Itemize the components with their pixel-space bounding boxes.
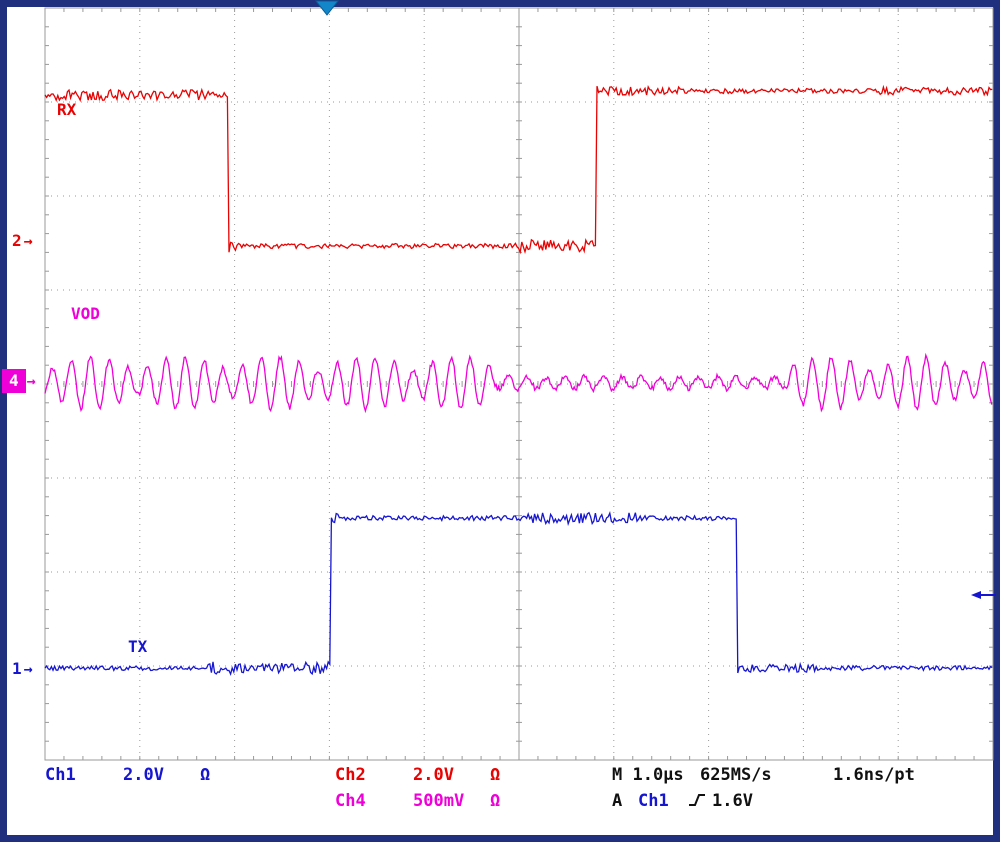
trace-vod xyxy=(44,352,993,414)
trigger-position-marker xyxy=(314,0,340,16)
ch2-readout-label: Ch2 xyxy=(335,765,366,785)
trigger-slope-rising-icon xyxy=(688,792,706,812)
ch2-marker-digit: 2 xyxy=(12,231,22,250)
ch4-coupling-icon: Ω xyxy=(490,791,501,811)
timebase-value: M 1.0µs xyxy=(612,765,684,785)
trace-label-rx: RX xyxy=(57,100,77,119)
ch1-coupling-icon: Ω xyxy=(200,765,211,785)
sample-rate-value: 625MS/s xyxy=(700,765,772,785)
ch1-marker-digit: 1 xyxy=(12,659,22,678)
ch1-scale-value: 2.0V xyxy=(123,765,164,785)
trace-rx xyxy=(44,84,993,255)
trace-tx xyxy=(44,511,993,677)
display-background xyxy=(7,7,993,835)
ch2-coupling-icon: Ω xyxy=(490,765,501,785)
ch2-position-marker: 2 → xyxy=(11,232,33,250)
ch4-scale-value: 500mV xyxy=(413,791,465,811)
trigger-level-value: 1.6V xyxy=(712,791,753,811)
trigger-source-label: Ch1 xyxy=(638,791,669,811)
ch4-readout-label: Ch4 xyxy=(335,791,366,811)
ch2-marker-arrow-icon: → xyxy=(23,231,33,250)
ch1-marker-arrow-icon: → xyxy=(23,659,33,678)
ch2-scale-value: 2.0V xyxy=(413,765,454,785)
resolution-value: 1.6ns/pt xyxy=(833,765,915,785)
ch4-marker-digit: 4 xyxy=(2,369,26,393)
ch4-position-marker: 4 → xyxy=(2,369,36,393)
ch1-position-marker: 1 → xyxy=(11,660,33,678)
trigger-level-arrowhead xyxy=(971,591,981,599)
trace-label-tx: TX xyxy=(128,637,148,656)
ch4-marker-arrow-icon: → xyxy=(26,371,36,390)
trace-label-vod: VOD xyxy=(71,304,100,323)
trigger-mode-label: A xyxy=(612,791,623,811)
ch1-readout-label: Ch1 xyxy=(45,765,76,785)
